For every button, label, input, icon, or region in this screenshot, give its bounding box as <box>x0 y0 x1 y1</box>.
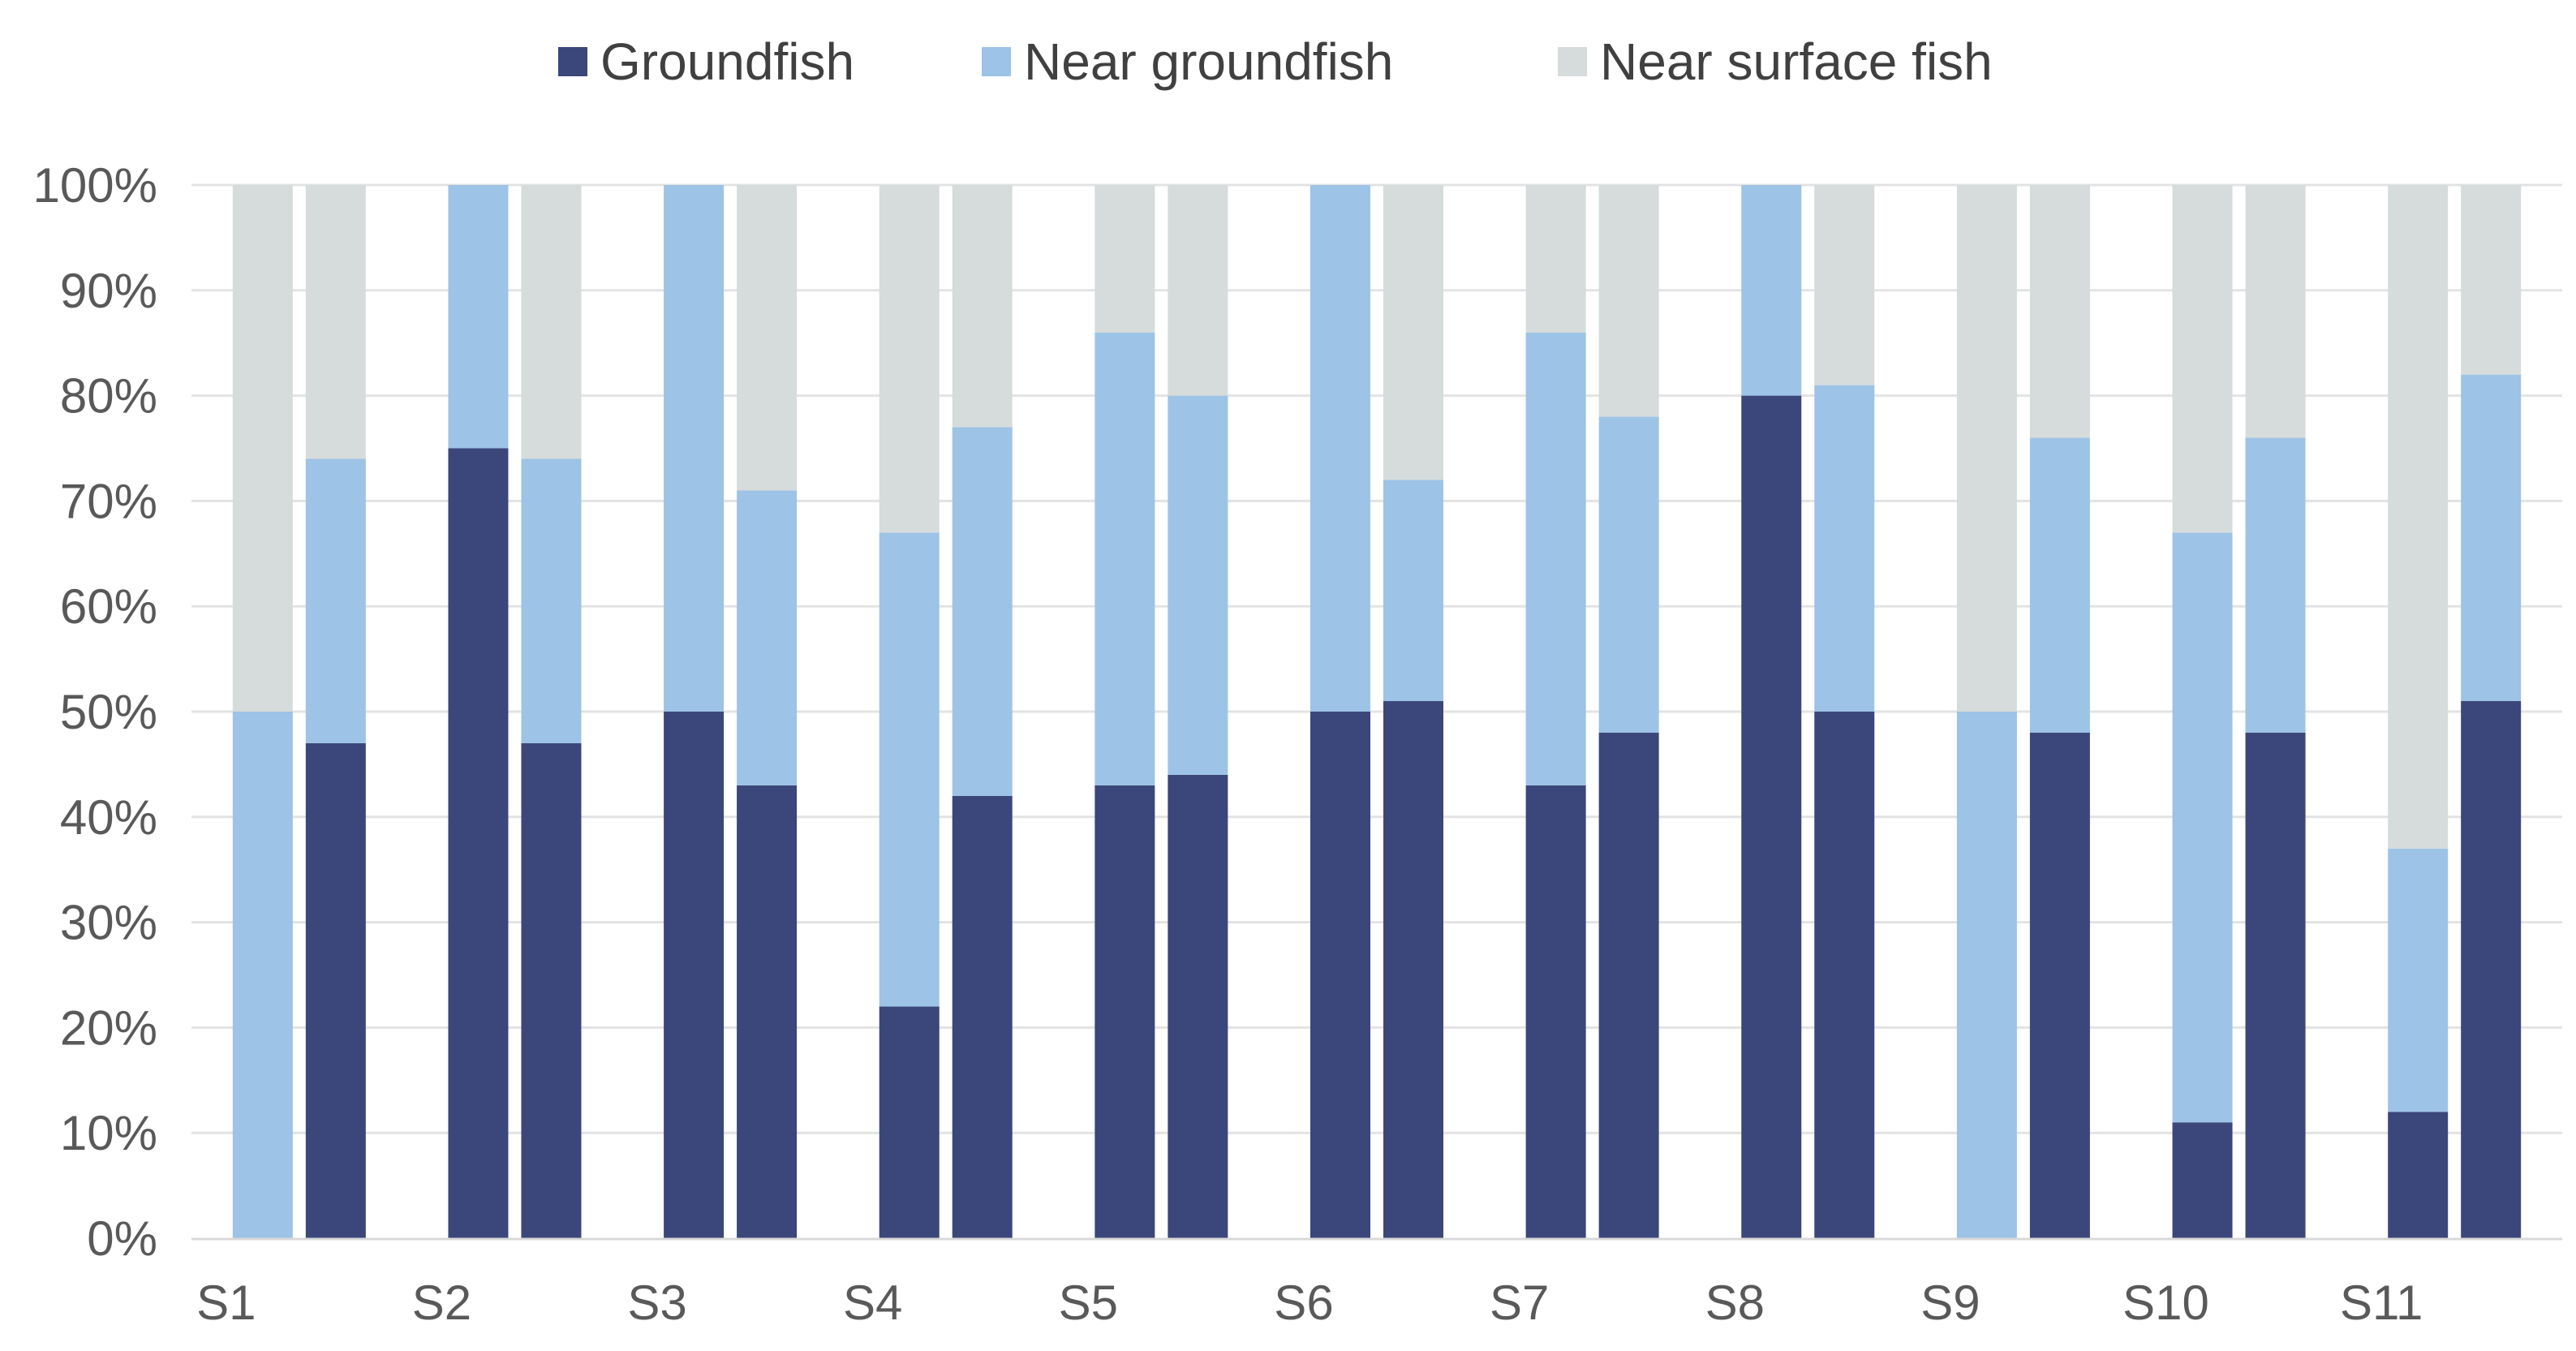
bar-segment-near-groundfish <box>879 532 940 1007</box>
bar-segment-groundfish <box>664 712 725 1238</box>
bar-segment-groundfish <box>2461 701 2522 1238</box>
bar-segment-near-groundfish <box>1383 480 1443 702</box>
y-tick-label: 80% <box>60 369 157 424</box>
bar-segment-groundfish <box>1598 732 1659 1238</box>
bar-segment-groundfish <box>448 448 509 1238</box>
bar-segment-near-groundfish <box>305 458 366 743</box>
bar-segment-near-groundfish <box>1168 395 1228 775</box>
bar-segment-near-surface-fish <box>2461 185 2522 375</box>
bar-segment-near-surface-fish <box>879 185 940 533</box>
bar-segment-groundfish <box>1168 774 1228 1238</box>
bar-segment-near-surface-fish <box>2172 185 2233 533</box>
y-tick-label: 90% <box>60 264 157 318</box>
bar-segment-groundfish <box>1383 701 1443 1238</box>
bar-segment-near-groundfish <box>232 712 293 1238</box>
bar-segment-near-surface-fish <box>1598 185 1659 417</box>
bar-segment-near-surface-fish <box>521 185 582 459</box>
bar-segment-near-surface-fish <box>1094 185 1155 333</box>
bar-segment-near-groundfish <box>1525 332 1586 785</box>
bar-segment-groundfish <box>879 1006 940 1238</box>
bar-segment-groundfish <box>1814 712 1875 1238</box>
y-tick-label: 0% <box>87 1211 157 1266</box>
y-tick-label: 10% <box>60 1106 157 1160</box>
bar-segment-groundfish <box>1094 785 1155 1238</box>
y-tick-label: 60% <box>60 579 157 634</box>
legend-swatch <box>558 47 587 76</box>
bar-segment-near-surface-fish <box>1383 185 1443 480</box>
bar-segment-groundfish <box>737 785 798 1238</box>
bar-segment-near-surface-fish <box>1956 185 2017 712</box>
x-tick-label: S4 <box>843 1276 902 1330</box>
bars <box>232 185 2522 1239</box>
bar-segment-near-surface-fish <box>2388 185 2449 849</box>
bar-segment-near-groundfish <box>521 458 582 743</box>
x-tick-label: S3 <box>627 1276 686 1330</box>
bar-segment-near-groundfish <box>2172 532 2233 1123</box>
legend-swatch <box>1558 47 1587 76</box>
bar-segment-near-surface-fish <box>1814 185 1875 385</box>
bar-segment-near-groundfish <box>2388 848 2449 1112</box>
x-tick-label: S11 <box>2340 1276 2423 1330</box>
x-tick-label: S10 <box>2122 1276 2209 1330</box>
bar-segment-groundfish <box>1310 712 1370 1238</box>
bar-segment-near-groundfish <box>1598 416 1659 733</box>
y-axis: 0% 10% 20% 30% 40% 50% 60% 70% 80% 90% 100% <box>33 158 157 1266</box>
y-tick-label: 30% <box>60 896 157 950</box>
bar-segment-near-surface-fish <box>232 185 293 712</box>
x-tick-label: S7 <box>1490 1276 1549 1330</box>
legend-swatch <box>982 47 1011 76</box>
bar-segment-near-groundfish <box>1741 185 1802 396</box>
bar-segment-near-surface-fish <box>2245 185 2306 438</box>
bar-segment-near-groundfish <box>1094 332 1155 785</box>
bar-segment-near-groundfish <box>1310 185 1370 712</box>
y-tick-label: 70% <box>60 474 157 528</box>
x-tick-label: S9 <box>1920 1276 1980 1330</box>
legend-label: Near surface fish <box>1600 32 1993 91</box>
y-tick-label: 100% <box>33 158 157 213</box>
y-tick-label: 20% <box>60 1000 157 1055</box>
bar-segment-groundfish <box>2172 1122 2233 1238</box>
x-axis: S1 S2 S3 S4 S5 S6 S7 S8 S9 S10 S11 <box>196 1276 2423 1330</box>
bar-segment-near-groundfish <box>2461 374 2522 702</box>
bar-segment-groundfish <box>305 742 366 1238</box>
x-tick-label: S5 <box>1059 1276 1118 1330</box>
y-tick-label: 40% <box>60 790 157 845</box>
bar-segment-near-surface-fish <box>2029 185 2090 438</box>
x-tick-label: S8 <box>1705 1276 1765 1330</box>
bar-segment-groundfish <box>2245 732 2306 1238</box>
legend-label: Near groundfish <box>1024 32 1393 91</box>
bar-segment-groundfish <box>1525 785 1586 1238</box>
bar-segment-near-surface-fish <box>952 185 1013 428</box>
bar-segment-groundfish <box>952 795 1013 1238</box>
gridlines <box>191 183 2562 1134</box>
bar-segment-near-surface-fish <box>1525 185 1586 333</box>
legend-label: Groundfish <box>600 32 854 91</box>
bar-segment-groundfish <box>2029 732 2090 1238</box>
bar-segment-near-groundfish <box>737 490 798 785</box>
bar-segment-near-groundfish <box>664 185 725 712</box>
y-tick-label: 50% <box>60 685 157 739</box>
bar-segment-groundfish <box>2388 1112 2449 1238</box>
bar-segment-groundfish <box>521 742 582 1238</box>
x-tick-label: S6 <box>1274 1276 1333 1330</box>
bar-segment-near-surface-fish <box>305 185 366 459</box>
bar-segment-near-groundfish <box>1814 385 1875 712</box>
bar-segment-near-surface-fish <box>1168 185 1228 396</box>
x-tick-label: S1 <box>196 1276 256 1330</box>
bar-segment-near-groundfish <box>2245 437 2306 733</box>
bar-segment-groundfish <box>1741 395 1802 1239</box>
legend: Groundfish Near groundfish Near surface fi… <box>558 32 1993 91</box>
bar-segment-near-groundfish <box>1956 712 2017 1238</box>
x-tick-label: S2 <box>412 1276 471 1330</box>
bar-segment-near-groundfish <box>2029 437 2090 733</box>
bar-segment-near-groundfish <box>448 185 509 449</box>
bar-segment-near-groundfish <box>952 427 1013 796</box>
bar-segment-near-surface-fish <box>737 185 798 491</box>
